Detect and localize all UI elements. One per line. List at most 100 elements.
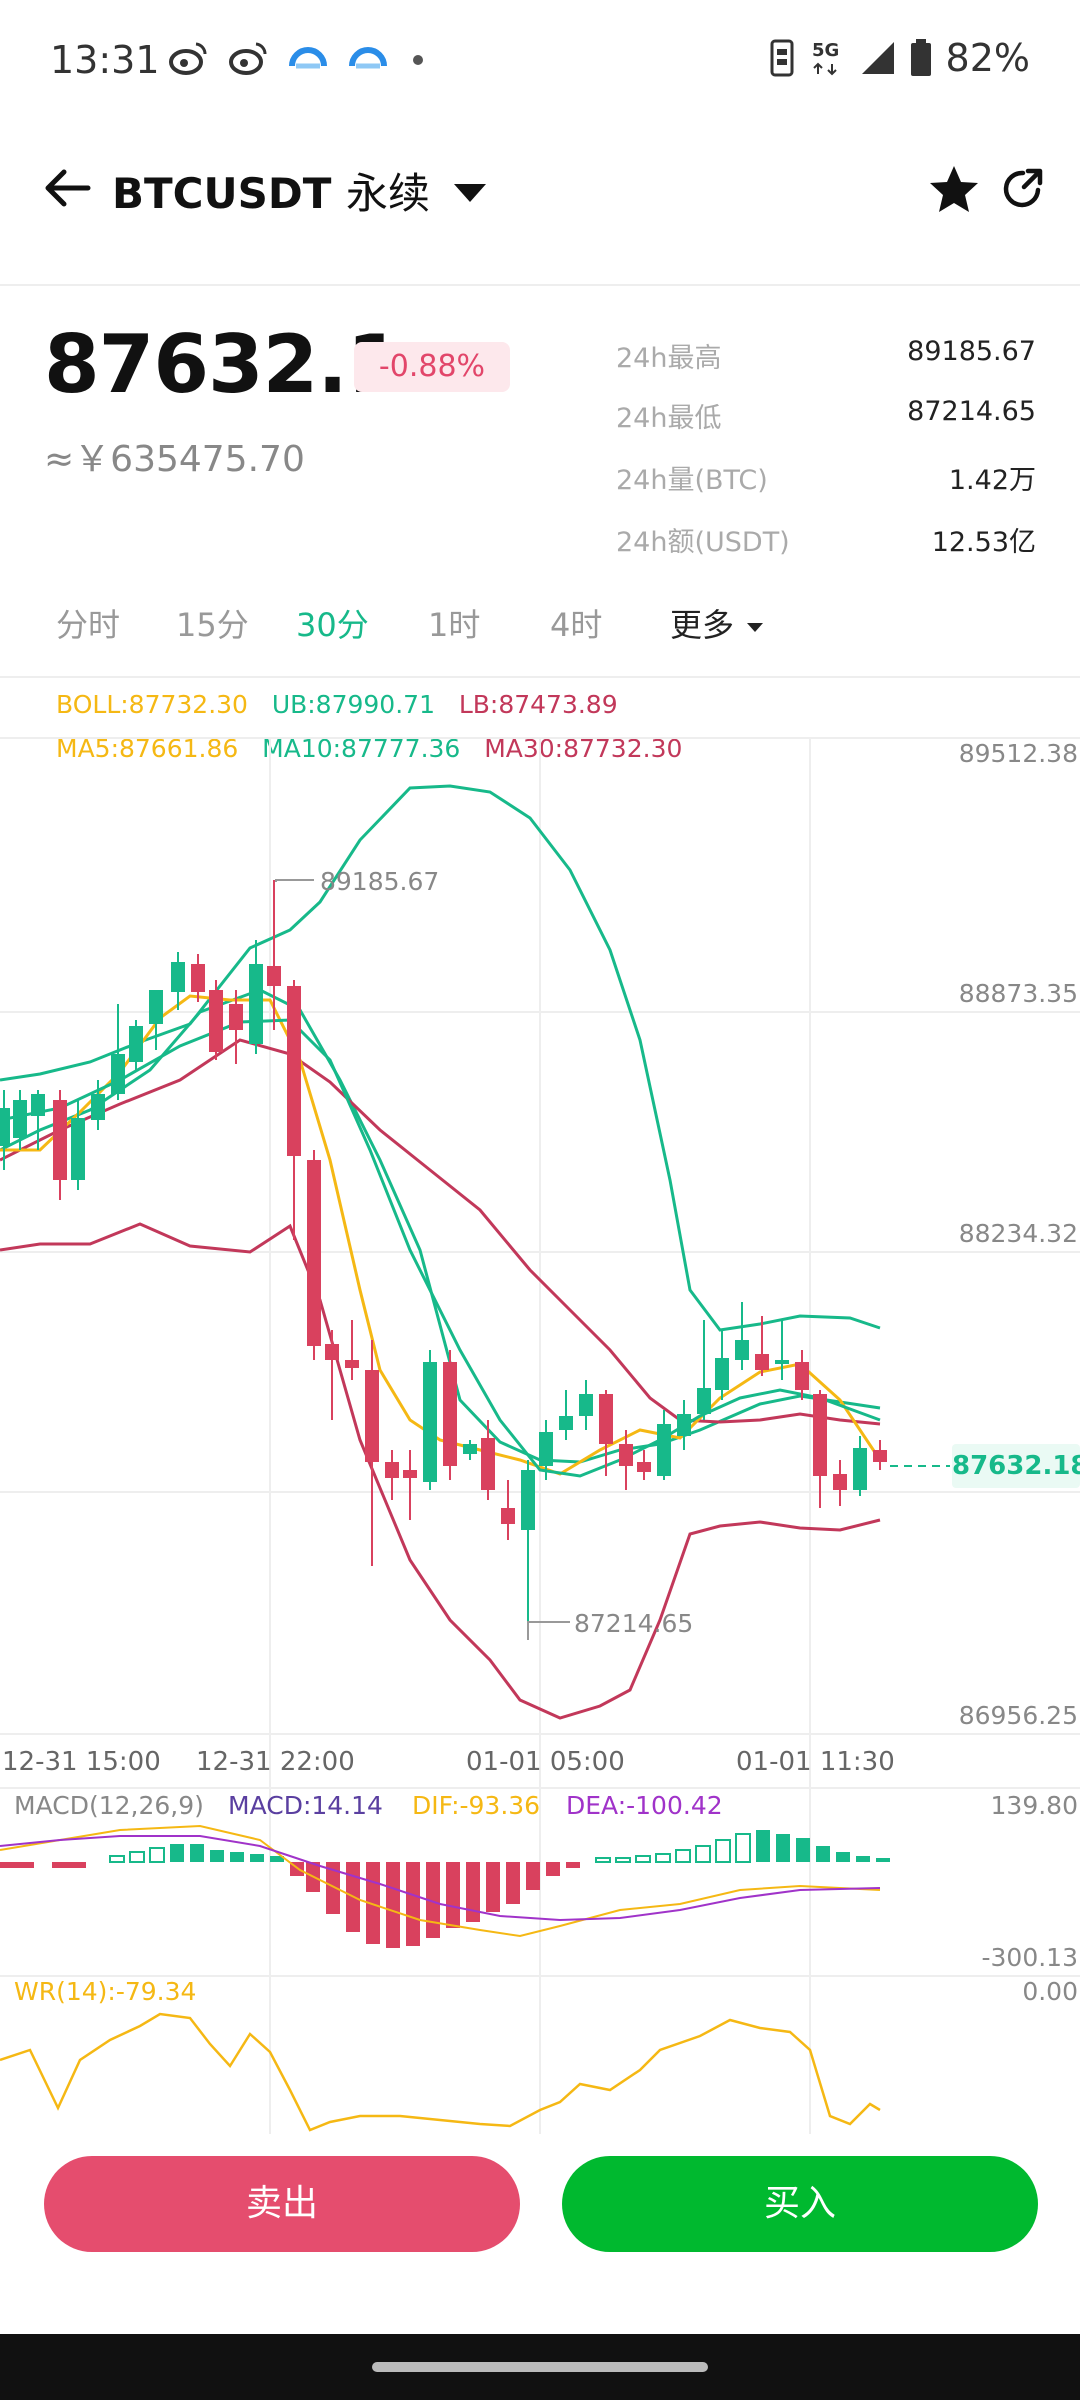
x-tick: 01-01 05:00 <box>466 1747 625 1777</box>
current-price-tag: 87632.18 <box>952 1444 1080 1488</box>
kline-chart[interactable]: 89185.67 87214.65 89512.38 88873.35 8823… <box>0 720 1080 2134</box>
battery-level: 82% <box>945 36 1030 80</box>
last-price: 87632.1 <box>44 318 402 411</box>
lower-band-line <box>0 1222 881 1720</box>
stat-row-volume: 24h量(BTC) 1.42万 <box>616 458 1036 498</box>
system-nav-bar <box>0 2334 1080 2400</box>
candle <box>287 980 301 1240</box>
candle <box>833 1460 847 1506</box>
tab-more[interactable]: 更多 <box>670 600 766 646</box>
stat-value: 87214.65 <box>907 396 1036 427</box>
candle <box>775 1320 789 1380</box>
stat-value: 12.53亿 <box>931 527 1036 558</box>
tab-15m[interactable]: 15分 <box>176 606 249 644</box>
candle <box>191 954 205 1002</box>
ma5-line <box>0 994 882 1476</box>
change-badge: -0.88% <box>354 342 510 392</box>
candle <box>267 880 281 1030</box>
x-tick: 01-01 11:30 <box>736 1747 895 1777</box>
candle <box>715 1330 729 1400</box>
candle <box>129 1020 143 1070</box>
symbol-name: BTCUSDT <box>112 169 332 218</box>
candle <box>229 990 243 1064</box>
candle <box>795 1350 809 1400</box>
x-axis-labels: 12-31 15:00 12-31 22:00 01-01 05:00 01-0… <box>2 1747 895 1777</box>
dea-line <box>0 1835 881 1922</box>
candles <box>0 880 887 1640</box>
candle <box>13 1090 27 1150</box>
moving-averages <box>0 994 882 1478</box>
mid-band-line <box>0 988 881 1464</box>
back-button[interactable] <box>38 158 98 218</box>
stat-value: 1.42万 <box>948 465 1036 496</box>
stat-label: 24h最低 <box>616 403 722 434</box>
candle <box>559 1390 573 1440</box>
stat-row-turnover: 24h额(USDT) 12.53亿 <box>616 520 1036 560</box>
stat-label: 24h量(BTC) <box>616 465 768 496</box>
candle <box>735 1302 749 1370</box>
tab-1h[interactable]: 1时 <box>428 606 481 644</box>
sell-button[interactable]: 卖出 <box>44 2156 520 2252</box>
dif-line <box>0 1824 881 1938</box>
dif-value: DIF:-93.36 <box>412 1791 540 1820</box>
candle <box>209 980 223 1060</box>
candle <box>91 1080 105 1130</box>
y-axis-labels: 89512.38 88873.35 88234.32 86956.25 <box>959 739 1078 1730</box>
candle <box>31 1090 45 1150</box>
contract-type: 永续 <box>345 169 430 218</box>
favorite-star-icon[interactable] <box>926 162 982 218</box>
tabs-divider <box>0 676 1080 678</box>
symbol-dropdown-button[interactable] <box>448 174 492 210</box>
candle <box>697 1320 711 1420</box>
high-label: 89185.67 <box>320 867 439 896</box>
wr-value: WR(14):-79.34 <box>14 1977 196 2006</box>
candle <box>619 1430 633 1490</box>
upper-band-line <box>0 784 881 1332</box>
tab-timeline[interactable]: 分时 <box>56 606 121 644</box>
candle <box>249 940 263 1054</box>
share-icon[interactable] <box>998 164 1048 214</box>
macd-histogram <box>0 1830 890 1948</box>
candle <box>423 1350 437 1490</box>
candle <box>365 1340 379 1566</box>
app-icon <box>349 47 387 69</box>
macd-legend: MACD(12,26,9) MACD:14.14 DIF:-93.36 DEA:… <box>14 1791 1078 1972</box>
candle <box>755 1316 769 1376</box>
vibrate-icon <box>770 39 794 77</box>
buy-button[interactable]: 买入 <box>562 2156 1038 2252</box>
stat-value: 89185.67 <box>907 336 1036 367</box>
low-label: 87214.65 <box>574 1609 693 1638</box>
candle <box>853 1436 867 1496</box>
macd-min: -300.13 <box>982 1943 1079 1972</box>
signal-icon <box>861 42 894 74</box>
symbol-title[interactable]: BTCUSDT 永续 <box>112 160 430 221</box>
5g-icon: 5G <box>812 40 839 76</box>
low-marker: 87214.65 <box>527 1609 693 1640</box>
candle <box>463 1440 477 1460</box>
wr-legend: WR(14):-79.34 0.00 <box>14 1977 1078 2006</box>
ma10-line <box>0 1018 881 1478</box>
candle <box>111 1004 125 1100</box>
high-marker: 89185.67 <box>275 867 439 896</box>
candle <box>0 1090 10 1170</box>
status-bar: 13:31 5G 82% <box>0 0 1080 120</box>
battery-icon <box>910 39 931 76</box>
candle <box>325 1330 339 1420</box>
home-gesture-bar[interactable] <box>372 2362 708 2372</box>
candle <box>813 1390 827 1508</box>
tab-30m[interactable]: 30分 <box>296 606 369 644</box>
y-tick: 88873.35 <box>959 979 1078 1008</box>
macd-title: MACD(12,26,9) <box>14 1791 204 1820</box>
tab-4h[interactable]: 4时 <box>550 606 603 644</box>
macd-max: 139.80 <box>991 1791 1078 1820</box>
chevron-down-icon <box>747 623 764 632</box>
y-tick: 86956.25 <box>959 1701 1078 1730</box>
bollinger-bands <box>0 784 881 1720</box>
macd-value: MACD:14.14 <box>228 1791 383 1820</box>
candle <box>481 1420 495 1500</box>
candle <box>345 1320 359 1380</box>
candle <box>501 1480 515 1540</box>
tab-more-label: 更多 <box>670 606 735 644</box>
candle <box>677 1400 691 1450</box>
x-tick: 12-31 22:00 <box>196 1747 355 1777</box>
